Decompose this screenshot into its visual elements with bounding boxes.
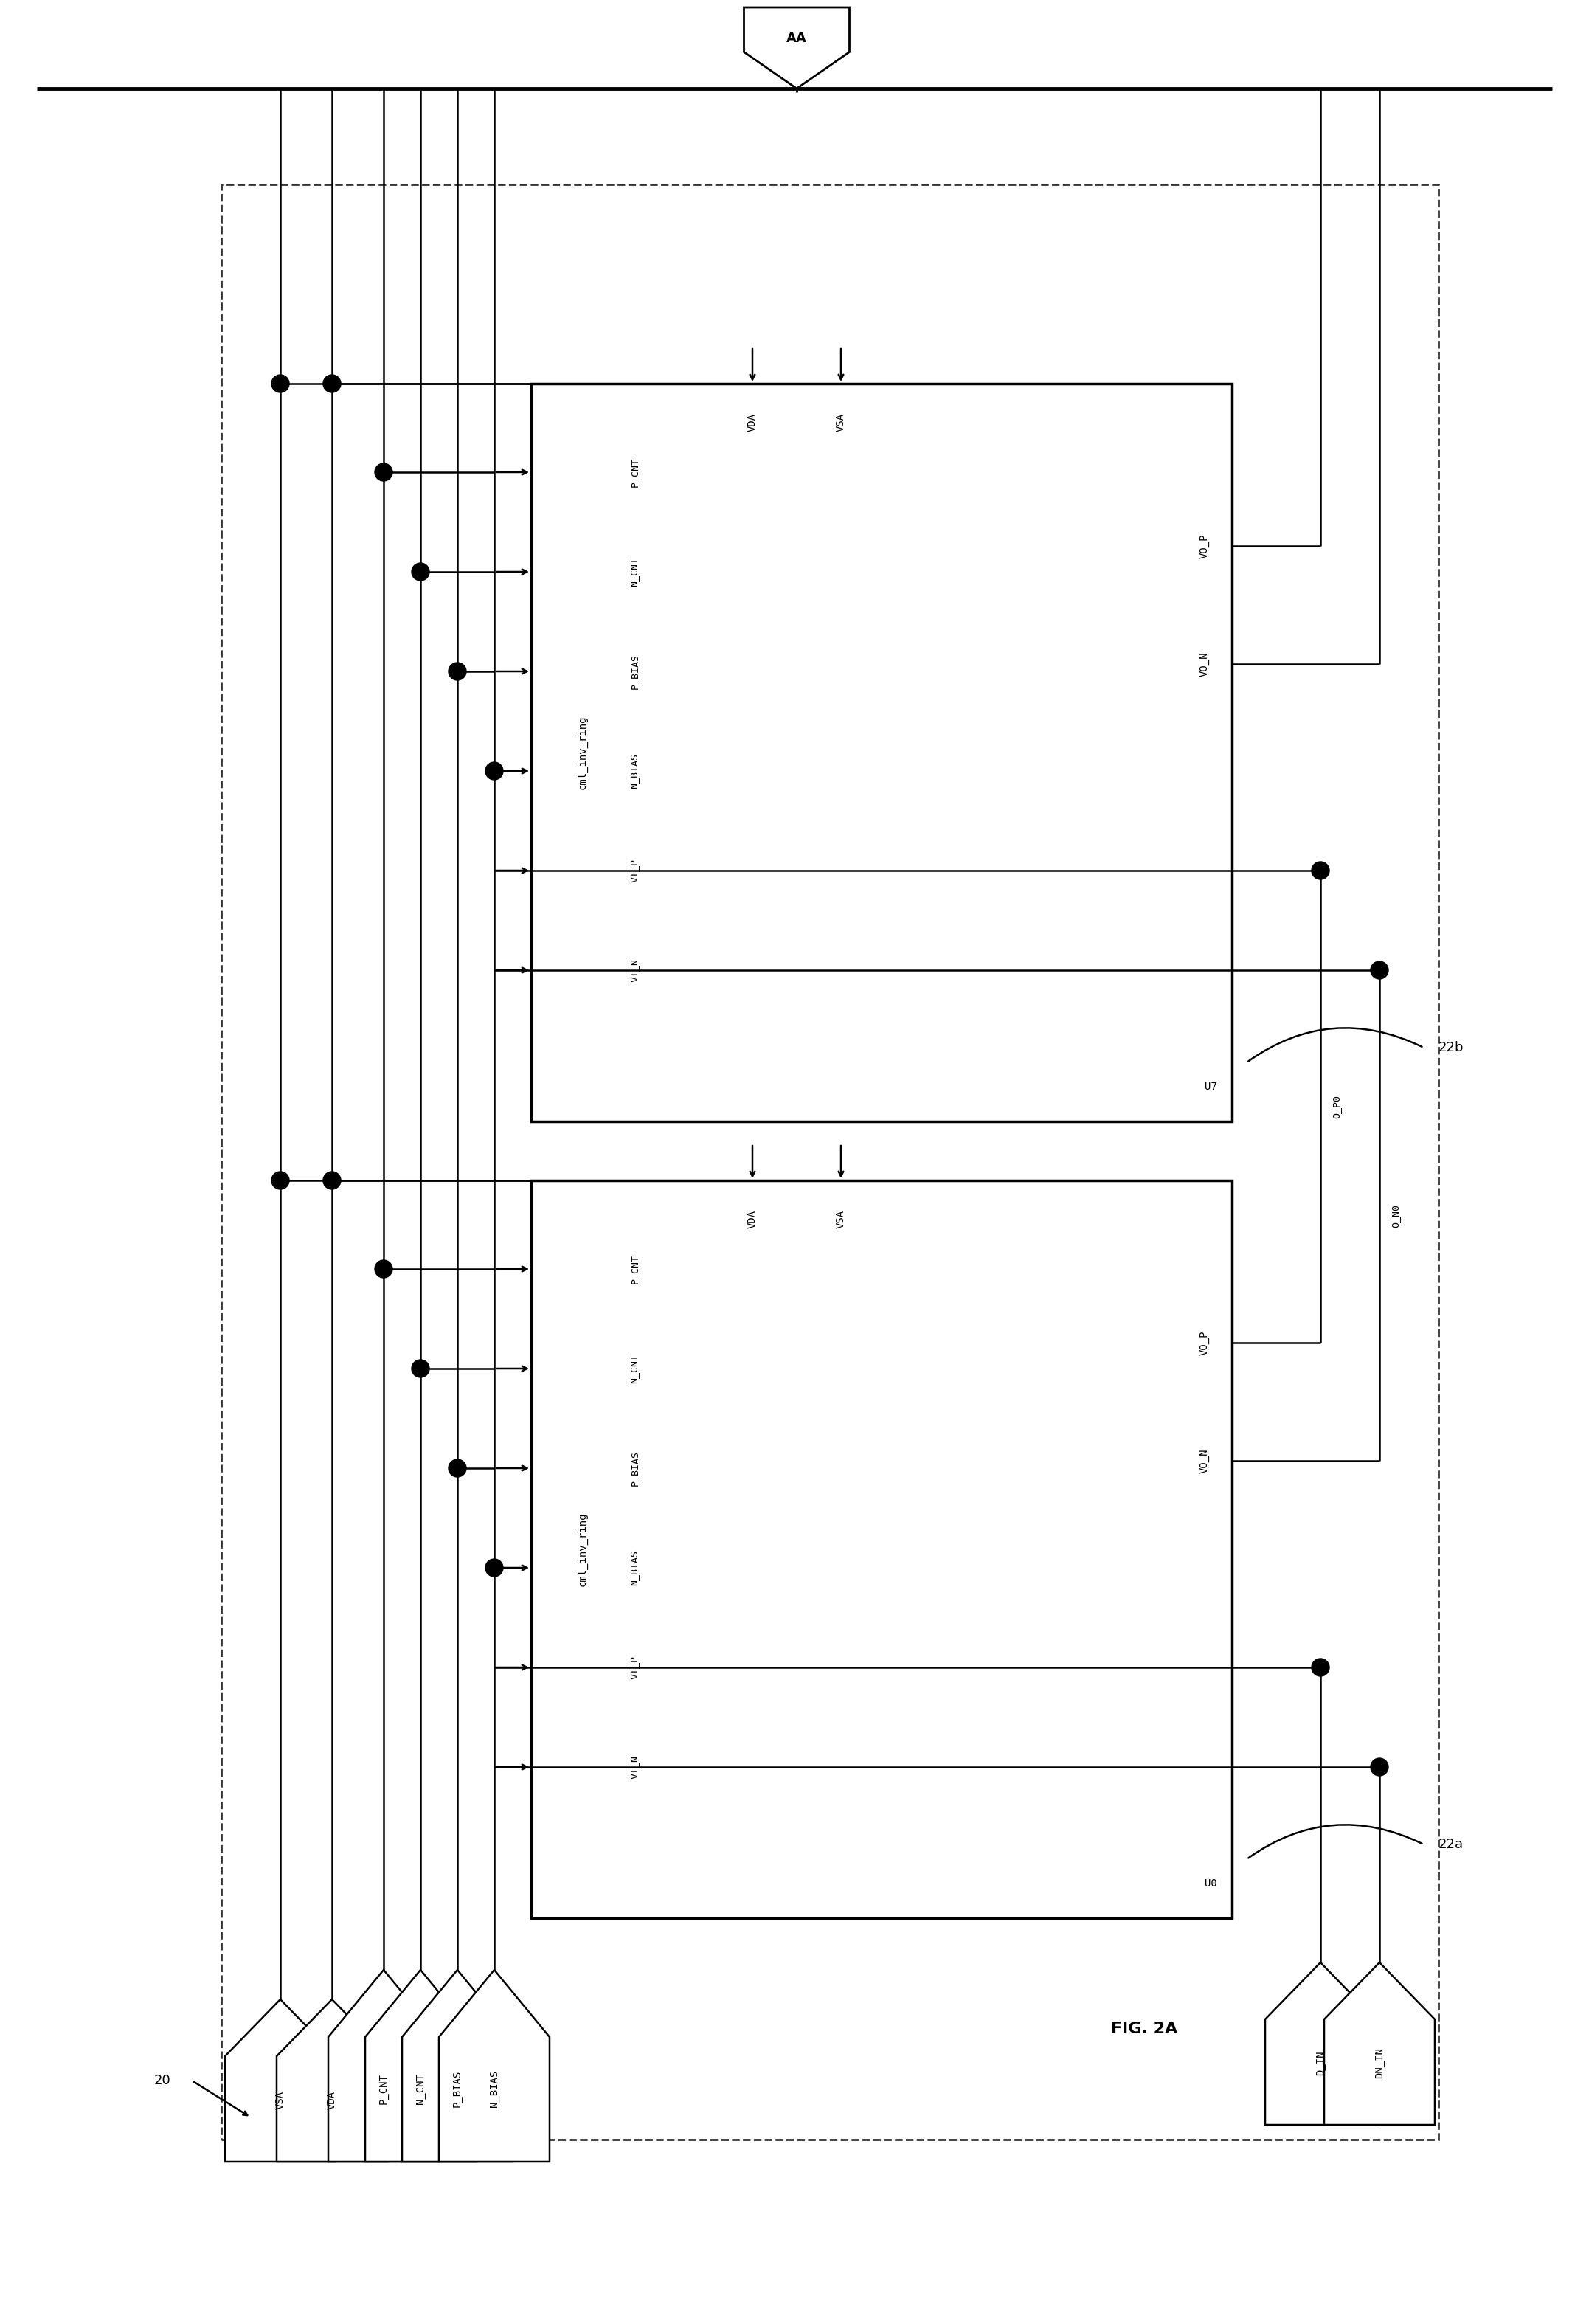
Bar [531,383,1231,1122]
Text: N_BIAS: N_BIAS [629,1550,639,1585]
Text: P_BIAS: P_BIAS [629,653,639,690]
Circle shape [1371,1759,1389,1776]
Text: VI_P: VI_P [629,1655,639,1680]
Text: N_CNT: N_CNT [629,558,639,586]
Text: U7: U7 [1204,1081,1217,1092]
Text: VO_P: VO_P [1200,535,1209,558]
Text: VI_N: VI_N [629,957,639,983]
Text: P_CNT: P_CNT [629,1255,639,1283]
Circle shape [485,1559,504,1576]
Circle shape [323,1171,340,1190]
Text: P_BIAS: P_BIAS [629,1450,639,1485]
Text: 22a: 22a [1438,1838,1463,1852]
Text: P_CNT: P_CNT [378,2073,389,2103]
Polygon shape [226,1999,335,2161]
Text: VO_N: VO_N [1200,651,1209,676]
Circle shape [448,1459,466,1478]
Text: VSA: VSA [836,1211,845,1229]
Text: P_BIAS: P_BIAS [453,2071,462,2108]
Text: cml_inv_ring: cml_inv_ring [577,1513,588,1587]
Text: AA: AA [787,33,807,44]
Circle shape [375,1260,392,1278]
Text: VO_P: VO_P [1200,1329,1209,1355]
Circle shape [272,374,289,393]
Text: DN_IN: DN_IN [1374,2047,1384,2078]
Text: VDA: VDA [747,414,758,432]
Text: FIG. 2A: FIG. 2A [1111,2022,1177,2036]
Text: VDA: VDA [327,2092,337,2110]
Text: VO_N: VO_N [1200,1448,1209,1473]
Text: N_BIAS: N_BIAS [489,2071,499,2108]
Polygon shape [365,1971,475,2161]
Circle shape [1311,862,1330,878]
Text: VI_N: VI_N [629,1755,639,1778]
Polygon shape [1265,1961,1376,2124]
Bar [531,1181,1231,1917]
Bar [221,184,1438,2140]
Text: N_BIAS: N_BIAS [629,753,639,788]
Text: VI_P: VI_P [629,860,639,883]
Circle shape [375,462,392,481]
Text: N_CNT: N_CNT [629,1355,639,1383]
Circle shape [323,374,340,393]
Text: P_CNT: P_CNT [629,458,639,488]
Text: O_P0: O_P0 [1332,1095,1341,1118]
Text: N_CNT: N_CNT [415,2073,426,2103]
Circle shape [448,662,466,681]
Text: U0: U0 [1204,1878,1217,1889]
Circle shape [412,1360,429,1378]
Polygon shape [402,1971,513,2161]
Text: 22b: 22b [1438,1041,1463,1055]
Polygon shape [744,7,850,88]
Circle shape [485,762,504,781]
Circle shape [1311,1659,1330,1676]
Text: O_N0: O_N0 [1390,1204,1400,1227]
Circle shape [1371,962,1389,978]
Text: VDA: VDA [747,1211,758,1229]
Polygon shape [1324,1961,1435,2124]
Text: VSA: VSA [275,2092,286,2110]
Polygon shape [439,1971,550,2161]
Circle shape [272,1171,289,1190]
Text: 20: 20 [154,2073,170,2087]
Text: D_IN: D_IN [1316,2050,1325,2075]
Polygon shape [329,1971,439,2161]
Text: cml_inv_ring: cml_inv_ring [577,716,588,790]
Polygon shape [276,1999,388,2161]
Text: VSA: VSA [836,414,845,432]
Circle shape [412,562,429,581]
